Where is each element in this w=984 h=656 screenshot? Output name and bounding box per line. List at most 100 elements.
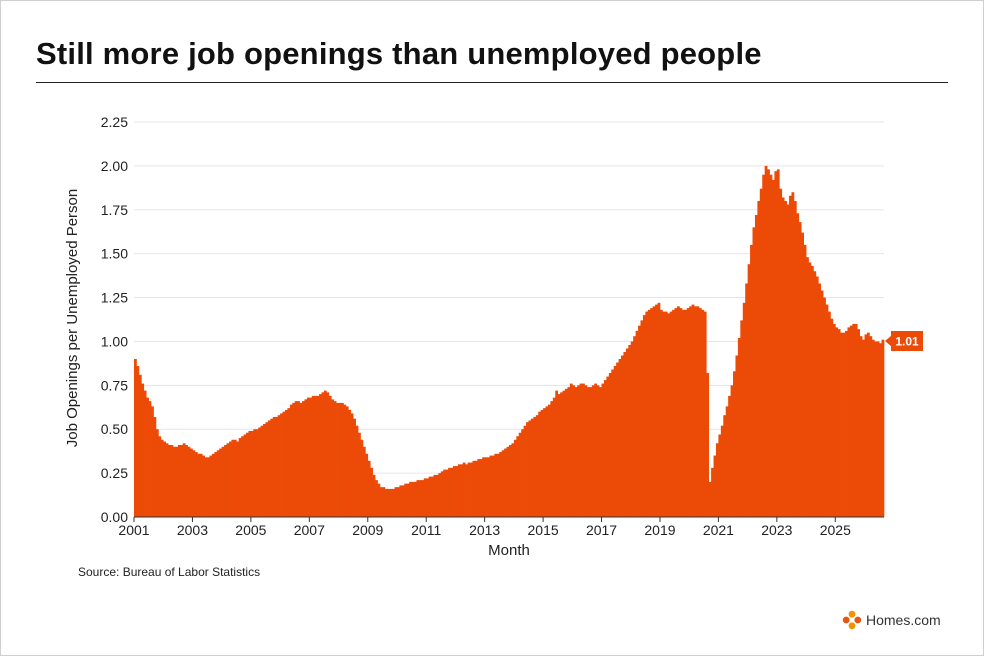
bar (409, 481, 412, 517)
x-tick-label: 2003 (177, 522, 208, 538)
bar (197, 453, 201, 517)
bar (572, 385, 576, 517)
bar (192, 450, 196, 517)
bar (586, 387, 590, 517)
bar (871, 339, 875, 517)
bar (282, 411, 286, 517)
bar (423, 478, 427, 517)
bar (806, 257, 809, 517)
bar (662, 311, 666, 517)
bar (428, 476, 432, 517)
bar (241, 436, 244, 517)
y-tick-label: 1.00 (101, 333, 128, 349)
bar (789, 195, 792, 518)
bar (487, 457, 490, 517)
bar (750, 244, 753, 517)
bar (277, 415, 281, 517)
bar (170, 445, 174, 517)
bar (840, 332, 843, 517)
bar (628, 344, 632, 517)
bar (694, 306, 697, 517)
bar (552, 397, 556, 517)
bar (304, 399, 308, 517)
bar (384, 488, 388, 517)
bar (182, 443, 186, 517)
bar (494, 453, 498, 517)
bar (857, 329, 860, 517)
bar (657, 302, 661, 517)
bar (491, 455, 495, 517)
bar (810, 265, 814, 517)
bar (362, 446, 366, 517)
x-tick-label: 2001 (118, 522, 149, 538)
bar (562, 390, 566, 517)
bar (645, 311, 649, 517)
bar (574, 387, 578, 517)
y-tick-label: 0.50 (101, 421, 128, 437)
bar (202, 455, 205, 517)
latest-value-badge: 1.01 (885, 331, 923, 351)
bar (211, 453, 215, 517)
bar (596, 385, 600, 517)
bar (270, 418, 274, 517)
bar (375, 480, 378, 517)
bar (484, 457, 488, 517)
bar (418, 480, 422, 517)
bar (272, 416, 276, 517)
bar (647, 309, 651, 517)
bar (866, 332, 870, 517)
bar (862, 339, 865, 517)
bar (599, 387, 602, 517)
bar (160, 439, 164, 517)
bar (289, 404, 293, 517)
bar (216, 450, 220, 517)
bar (640, 320, 644, 517)
bar (613, 366, 617, 517)
y-axis-title: Job Openings per Unemployed Person (64, 189, 81, 448)
bar (681, 309, 685, 517)
bar (331, 399, 335, 517)
bar (214, 452, 218, 517)
x-tick-label: 2023 (761, 522, 792, 538)
bar (151, 406, 154, 517)
bar (260, 425, 264, 517)
bar (655, 304, 658, 517)
bar (538, 411, 542, 517)
y-tick-label: 1.25 (101, 290, 128, 306)
bar (314, 395, 317, 517)
bar (221, 446, 225, 517)
bar (474, 460, 478, 517)
bar (708, 481, 712, 517)
bar (711, 467, 714, 517)
bar (411, 481, 415, 517)
x-tick-label: 2009 (352, 522, 383, 538)
bar (448, 467, 451, 517)
bar (582, 383, 585, 517)
bar (621, 355, 624, 517)
bar (226, 443, 230, 517)
bar (569, 383, 573, 517)
bar (547, 404, 551, 517)
bar (832, 323, 836, 517)
x-tick-label: 2007 (294, 522, 325, 538)
bar (350, 413, 354, 517)
bar (253, 429, 257, 517)
bar (796, 213, 800, 518)
bar (416, 480, 420, 517)
bar (445, 469, 449, 517)
y-tick-label: 1.50 (101, 246, 128, 262)
bar (292, 402, 296, 517)
bar (367, 460, 371, 517)
bar (394, 487, 398, 517)
bar (735, 355, 739, 517)
bar (258, 427, 261, 517)
x-tick-label: 2005 (235, 522, 266, 538)
bar (849, 325, 853, 517)
bar (275, 416, 279, 517)
bar (747, 264, 751, 517)
bar (650, 308, 654, 517)
bar (601, 383, 605, 517)
bar (153, 416, 157, 517)
bar (618, 359, 622, 517)
bar (603, 380, 607, 517)
